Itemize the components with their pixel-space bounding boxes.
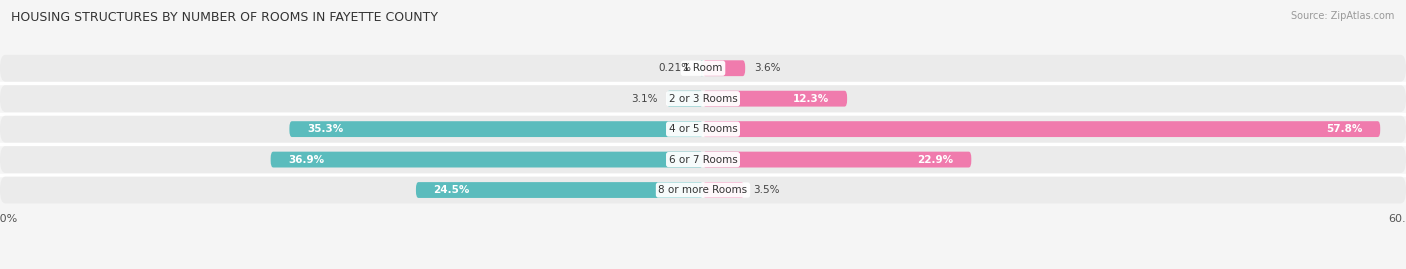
- Text: HOUSING STRUCTURES BY NUMBER OF ROOMS IN FAYETTE COUNTY: HOUSING STRUCTURES BY NUMBER OF ROOMS IN…: [11, 11, 439, 24]
- Text: 3.1%: 3.1%: [631, 94, 657, 104]
- Text: 3.5%: 3.5%: [754, 185, 780, 195]
- FancyBboxPatch shape: [703, 182, 744, 198]
- FancyBboxPatch shape: [666, 91, 703, 107]
- FancyBboxPatch shape: [416, 182, 703, 198]
- Text: 24.5%: 24.5%: [433, 185, 470, 195]
- Text: 22.9%: 22.9%: [918, 155, 953, 165]
- Text: 36.9%: 36.9%: [288, 155, 325, 165]
- Text: 2 or 3 Rooms: 2 or 3 Rooms: [669, 94, 737, 104]
- FancyBboxPatch shape: [703, 121, 1381, 137]
- Text: 1 Room: 1 Room: [683, 63, 723, 73]
- Text: 57.8%: 57.8%: [1326, 124, 1362, 134]
- FancyBboxPatch shape: [271, 152, 703, 168]
- FancyBboxPatch shape: [700, 60, 703, 76]
- Text: 12.3%: 12.3%: [793, 94, 830, 104]
- FancyBboxPatch shape: [0, 55, 1406, 82]
- FancyBboxPatch shape: [703, 152, 972, 168]
- Text: 0.21%: 0.21%: [658, 63, 692, 73]
- FancyBboxPatch shape: [0, 116, 1406, 143]
- Text: 3.6%: 3.6%: [755, 63, 782, 73]
- FancyBboxPatch shape: [0, 177, 1406, 203]
- Text: 8 or more Rooms: 8 or more Rooms: [658, 185, 748, 195]
- Text: Source: ZipAtlas.com: Source: ZipAtlas.com: [1291, 11, 1395, 21]
- FancyBboxPatch shape: [290, 121, 703, 137]
- FancyBboxPatch shape: [0, 146, 1406, 173]
- Text: 6 or 7 Rooms: 6 or 7 Rooms: [669, 155, 737, 165]
- FancyBboxPatch shape: [0, 85, 1406, 112]
- Text: 4 or 5 Rooms: 4 or 5 Rooms: [669, 124, 737, 134]
- Text: 35.3%: 35.3%: [307, 124, 343, 134]
- FancyBboxPatch shape: [703, 91, 846, 107]
- FancyBboxPatch shape: [703, 60, 745, 76]
